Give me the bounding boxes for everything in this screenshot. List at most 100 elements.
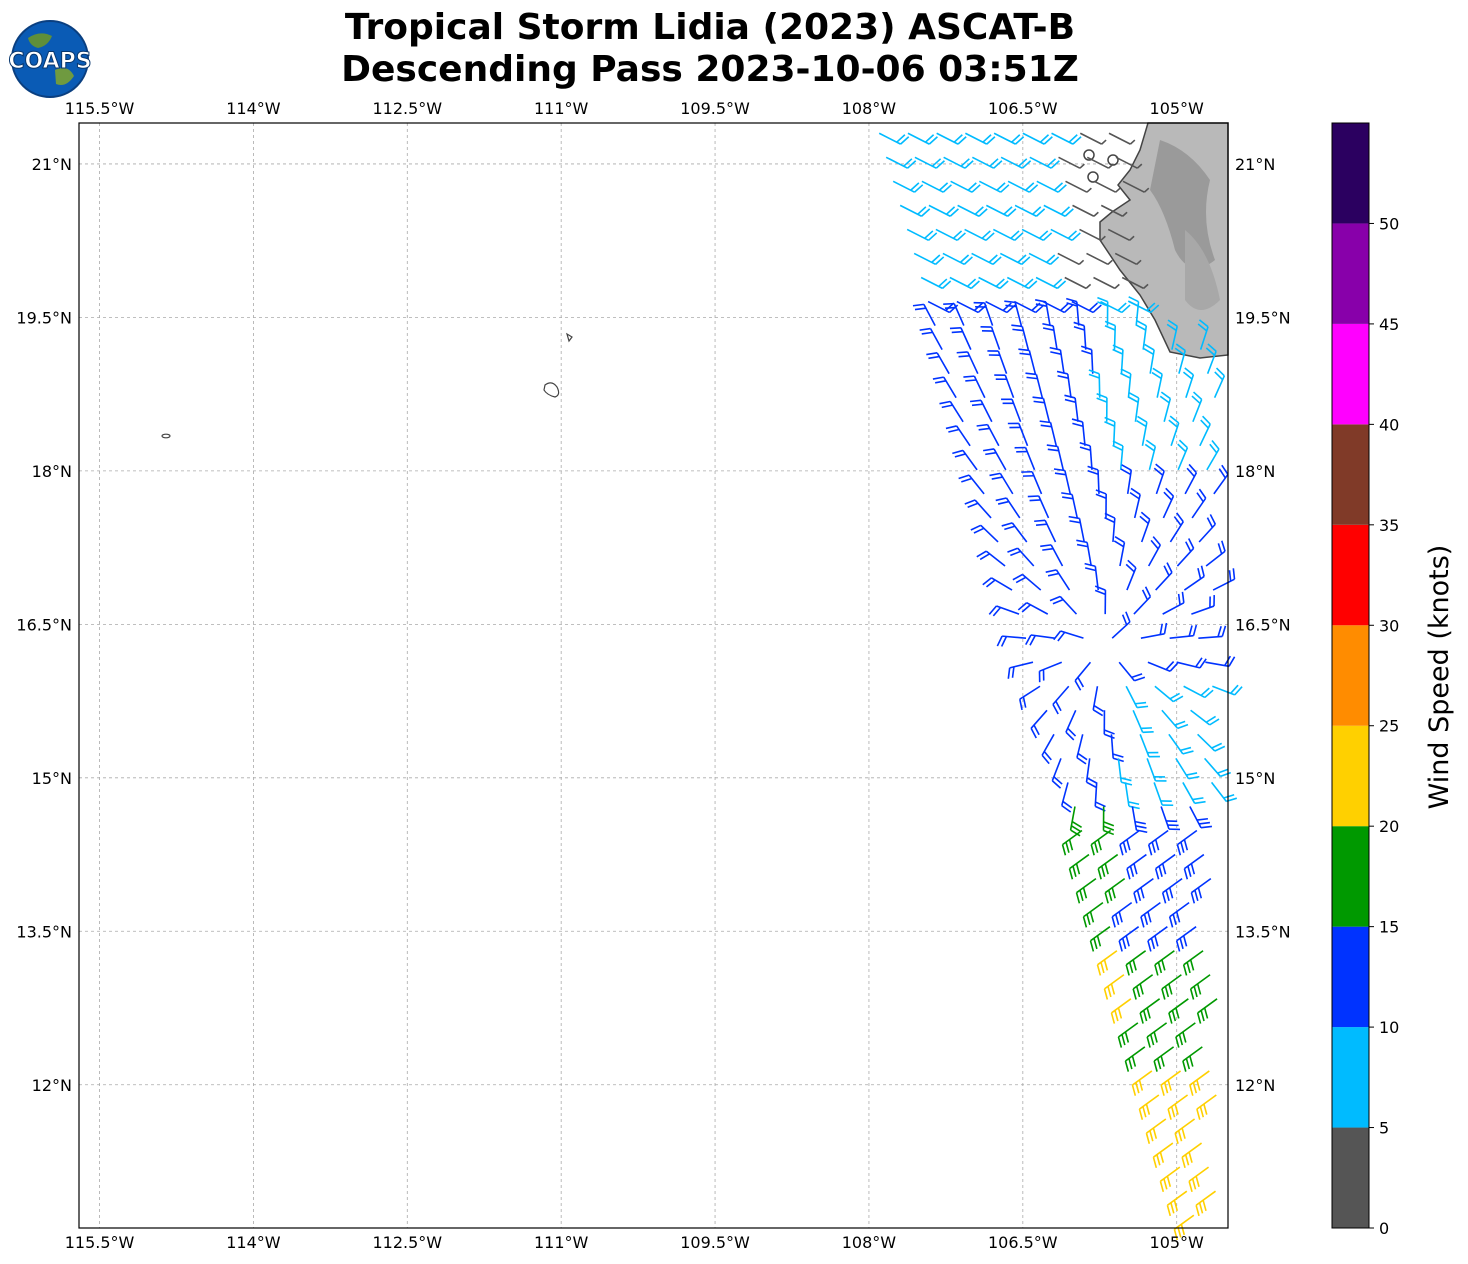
- colorbar-tick-label: 0: [1379, 1219, 1389, 1238]
- wind-barb: [1111, 611, 1131, 639]
- wind-barb: [1012, 573, 1042, 591]
- wind-barb: [892, 180, 924, 193]
- lat-label-left: 18°N: [32, 462, 72, 481]
- wind-barb: [995, 497, 1021, 519]
- colorbar-tick-label: 10: [1379, 1018, 1399, 1037]
- wind-barb: [985, 204, 1017, 217]
- wind-barb: [973, 301, 994, 326]
- lat-label-right: 18°N: [1235, 462, 1275, 481]
- colorbar-tick-label: 50: [1379, 214, 1399, 233]
- wind-barb: [1074, 661, 1092, 691]
- wind-barb: [1061, 492, 1079, 519]
- wind-barb: [1124, 782, 1140, 810]
- wind-barb: [1153, 782, 1174, 807]
- wind-barb: [1143, 343, 1155, 374]
- wind-barb: [1085, 758, 1098, 789]
- wind-barb: [1182, 950, 1204, 976]
- colorbar-title: Wind Speed (knots): [1424, 545, 1455, 810]
- wind-barb: [1168, 733, 1194, 755]
- colorbar-bin: [1332, 223, 1369, 324]
- colorbar-tick-label: 45: [1379, 315, 1399, 334]
- wind-barb: [1139, 511, 1151, 543]
- island-clarion: [161, 433, 171, 439]
- wind-barb: [1125, 950, 1147, 976]
- colorbar-bin: [1332, 524, 1369, 626]
- colorbar-bin: [1332, 625, 1369, 726]
- wind-barb: [963, 375, 986, 399]
- wind-barb: [1065, 180, 1092, 193]
- wind-barb: [1188, 1166, 1210, 1193]
- lat-label-right: 13.5°N: [1235, 922, 1291, 941]
- wind-barb: [993, 132, 1025, 145]
- wind-barb: [1147, 660, 1179, 672]
- wind-barb: [1161, 709, 1189, 730]
- wind-barb: [1051, 132, 1082, 145]
- wind-barb: [1082, 901, 1104, 928]
- wind-barb: [1027, 495, 1050, 519]
- wind-barb: [1100, 300, 1131, 314]
- wind-barb: [1140, 622, 1168, 639]
- map-area: [78, 122, 1243, 1241]
- wind-barb: [1117, 758, 1133, 786]
- lon-label-bottom: 115.5°W: [65, 1233, 135, 1252]
- wind-barb: [1103, 974, 1125, 1000]
- wind-barb: [1160, 806, 1181, 831]
- wind-barb: [1100, 204, 1128, 217]
- wind-barb: [1169, 512, 1184, 543]
- lon-label-top: 111°W: [534, 99, 589, 118]
- wind-barb: [1124, 1046, 1146, 1072]
- wind-barb: [1071, 418, 1086, 446]
- lon-label-bottom: 109.5°W: [680, 1233, 750, 1252]
- wind-barb: [1196, 1094, 1217, 1120]
- wind-barb: [907, 132, 938, 145]
- lon-label-top: 115.5°W: [65, 99, 135, 118]
- wind-barb: [912, 303, 936, 326]
- wind-barb: [1213, 367, 1226, 399]
- wind-barb: [1032, 396, 1051, 422]
- wind-barb: [1087, 465, 1100, 494]
- wind-barb: [965, 132, 996, 145]
- colorbar-bin: [1332, 123, 1369, 224]
- wind-barb: [1112, 440, 1124, 470]
- wind-barb: [1019, 685, 1041, 711]
- lon-label-bottom: 106.5°W: [988, 1233, 1058, 1252]
- wind-barb: [1183, 565, 1205, 591]
- wind-barb: [1197, 319, 1209, 350]
- wind-barb: [1147, 829, 1169, 856]
- wind-barb: [1107, 228, 1135, 242]
- wind-barb: [1007, 180, 1039, 193]
- colorbar-tick-label: 20: [1379, 817, 1399, 836]
- wind-barb: [1213, 464, 1229, 495]
- wind-barb: [1049, 595, 1078, 615]
- wind-barb: [1133, 586, 1152, 615]
- wind-barb: [1036, 180, 1067, 193]
- wind-barb: [1118, 926, 1140, 952]
- land-relief: [1150, 140, 1215, 268]
- wind-barb: [994, 374, 1015, 398]
- wind-barb: [1065, 709, 1077, 741]
- wind-barb: [921, 180, 952, 193]
- wind-barb: [1064, 394, 1079, 422]
- wind-barb: [914, 156, 945, 169]
- lat-label-left: 16.5°N: [16, 615, 72, 634]
- wind-barb: [1025, 634, 1055, 646]
- wind-barb: [1068, 853, 1090, 880]
- wind-barb: [935, 228, 966, 242]
- wind-barb: [1166, 319, 1179, 350]
- wind-barb: [1042, 322, 1058, 350]
- wind-barb: [1061, 829, 1083, 856]
- lat-label-right: 15°N: [1235, 769, 1275, 788]
- wind-barb: [1174, 343, 1186, 374]
- colorbar-bin: [1332, 826, 1369, 927]
- lat-label-left: 13.5°N: [16, 922, 72, 941]
- wind-barb: [1039, 420, 1058, 446]
- colorbar-tick-label: 30: [1379, 616, 1399, 635]
- wind-barb: [1162, 487, 1175, 519]
- gridlines: [79, 123, 1228, 1228]
- wind-barb: [1068, 515, 1086, 543]
- wind-barb: [1146, 1022, 1168, 1048]
- wind-barb: [1197, 733, 1226, 752]
- wind-barb: [1113, 536, 1126, 567]
- wind-barb: [1111, 901, 1133, 928]
